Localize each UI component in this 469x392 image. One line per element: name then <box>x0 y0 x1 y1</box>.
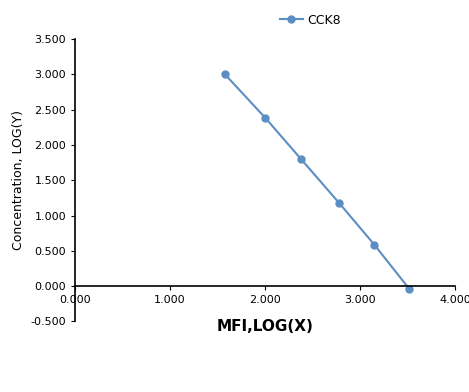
Y-axis label: Concentration, LOG(Y): Concentration, LOG(Y) <box>12 110 25 250</box>
Line: CCK8: CCK8 <box>222 71 413 292</box>
X-axis label: MFI,LOG(X): MFI,LOG(X) <box>217 319 313 334</box>
CCK8 <box>222 72 228 77</box>
CCK8 <box>298 157 304 162</box>
CCK8 <box>407 287 412 291</box>
CCK8 <box>371 242 377 247</box>
CCK8 <box>336 201 342 205</box>
CCK8 <box>262 115 268 120</box>
Legend: CCK8: CCK8 <box>275 9 346 32</box>
